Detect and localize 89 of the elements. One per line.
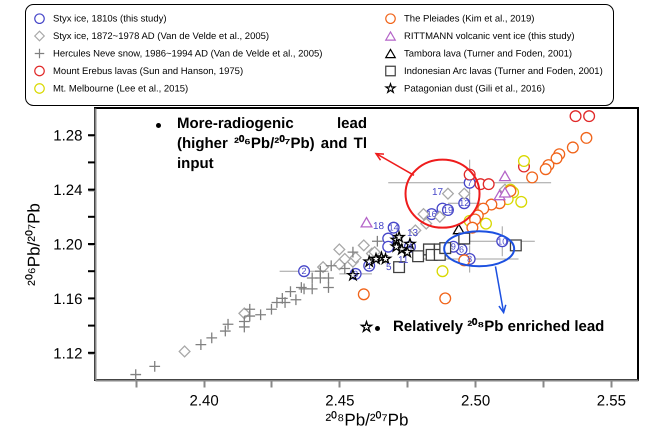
x-tick-label: 2.40 bbox=[190, 392, 219, 410]
point bbox=[515, 196, 528, 208]
point bbox=[393, 261, 406, 274]
point bbox=[358, 239, 370, 252]
y-tick-label: 1.12 bbox=[53, 345, 82, 362]
point bbox=[439, 292, 452, 304]
point bbox=[222, 318, 234, 330]
point bbox=[482, 178, 495, 190]
point bbox=[371, 235, 384, 248]
point bbox=[436, 265, 449, 278]
legend-label: Mt. Melbourne (Lee et al., 2015) bbox=[53, 84, 188, 94]
point bbox=[350, 252, 362, 264]
annotation: 16 bbox=[426, 209, 437, 220]
legend-label: RITTMANN volcanic vent ice (this study) bbox=[404, 31, 575, 42]
annotation: 10 bbox=[497, 236, 508, 246]
point bbox=[498, 170, 511, 182]
point bbox=[238, 316, 250, 328]
legend-label: Styx ice, 1872~1978 AD (Van de Velde et al., 2005) bbox=[53, 31, 270, 42]
annotation: 4 bbox=[407, 242, 412, 252]
annotation: 3 bbox=[353, 268, 358, 279]
point bbox=[178, 345, 191, 358]
annotation: 6 bbox=[459, 244, 464, 254]
point bbox=[219, 325, 232, 338]
x-tick-label: 2.50 bbox=[461, 392, 490, 410]
point bbox=[390, 240, 402, 252]
point bbox=[550, 152, 563, 164]
point bbox=[526, 171, 538, 184]
point bbox=[393, 231, 405, 242]
y-tick-label: 1.16 bbox=[53, 290, 82, 308]
point bbox=[194, 338, 207, 351]
y-axis-title: ²⁰⁶Pb/²⁰⁷Pb bbox=[24, 203, 44, 286]
annotation: More-radiogenic lead (higher ²⁰⁶Pb/²⁰⁷Pb) and Tl input bbox=[177, 114, 367, 174]
legend-label: Tambora lava (Turner and Foden, 2001) bbox=[404, 48, 572, 60]
point bbox=[338, 252, 351, 265]
point bbox=[306, 282, 318, 295]
point bbox=[148, 360, 161, 372]
annotation: 14 bbox=[388, 222, 399, 233]
point bbox=[583, 110, 596, 122]
y-tick-label: 1.24 bbox=[53, 182, 82, 200]
point bbox=[333, 243, 346, 256]
point bbox=[346, 246, 359, 258]
point bbox=[566, 141, 579, 154]
point bbox=[322, 282, 334, 294]
annotation: 18 bbox=[373, 221, 384, 232]
legend-label: The Pleiades (Kim et al., 2019) bbox=[404, 14, 534, 25]
legend-label: Patagonian dust (Gili et al., 2016) bbox=[404, 84, 546, 94]
point bbox=[295, 282, 308, 294]
annotation: Relatively ²⁰⁸Pb enriched lead bbox=[393, 317, 606, 337]
y-tick-label: 1.28 bbox=[53, 128, 82, 145]
point bbox=[254, 308, 267, 321]
point bbox=[206, 332, 218, 344]
annotation: 2 bbox=[302, 266, 307, 276]
legend-label: Styx ice, 1810s (this study) bbox=[53, 14, 167, 25]
annotation: 5 bbox=[386, 262, 392, 273]
point bbox=[338, 262, 351, 274]
annotation: 7 bbox=[467, 178, 472, 188]
annotation: 19 bbox=[442, 205, 453, 215]
legend-label: Hercules Neve snow, 1986~1994 AD (Van de Velde et al., 2005) bbox=[53, 48, 322, 60]
point bbox=[412, 250, 424, 262]
annotation: 12 bbox=[459, 198, 470, 208]
point bbox=[518, 155, 530, 168]
legend-label: Mount Erebus lavas (Sun and Hanson, 1975) bbox=[53, 66, 244, 77]
point bbox=[580, 132, 592, 144]
point bbox=[279, 296, 292, 308]
y-tick-label: 1.20 bbox=[53, 236, 82, 254]
point bbox=[358, 288, 370, 300]
point bbox=[442, 188, 454, 200]
point bbox=[360, 320, 372, 332]
point bbox=[360, 216, 373, 228]
point bbox=[458, 188, 470, 200]
x-tick-label: 2.45 bbox=[325, 392, 354, 410]
point bbox=[380, 252, 392, 264]
legend-label: Indonesian Arc lavas (Turner and Foden, 2001) bbox=[404, 66, 603, 77]
point bbox=[265, 303, 278, 316]
annotation: 17 bbox=[432, 187, 444, 198]
x-axis-title: ²⁰⁸Pb/²⁰⁷Pb bbox=[326, 410, 408, 430]
point bbox=[382, 240, 394, 253]
annotation: 13 bbox=[407, 228, 418, 239]
point bbox=[325, 260, 338, 272]
point bbox=[498, 187, 511, 198]
point bbox=[570, 110, 582, 122]
annotation: 9 bbox=[450, 242, 456, 252]
point bbox=[130, 368, 142, 381]
x-tick-label: 2.55 bbox=[596, 392, 626, 410]
point bbox=[480, 218, 492, 230]
point bbox=[244, 303, 256, 316]
point bbox=[458, 232, 470, 245]
point bbox=[276, 292, 288, 304]
point bbox=[540, 163, 552, 176]
